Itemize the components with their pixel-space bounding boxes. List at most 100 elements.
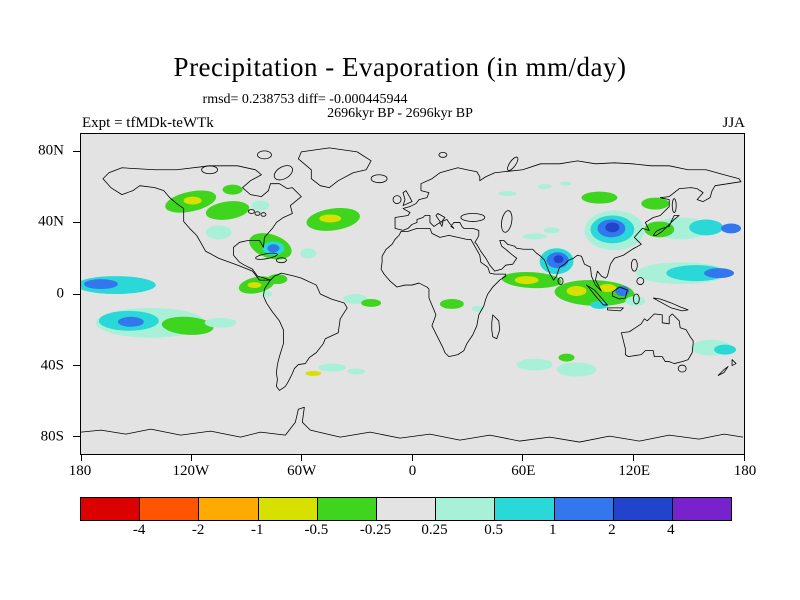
anomaly-patch [300,248,317,259]
caspian-sea [501,210,513,233]
anomaly-patches [81,181,742,377]
colorbar [80,497,732,521]
colorbar-level-label: 0.5 [484,522,503,538]
coastline-luzon [630,258,638,272]
y-tick-label: 0 [56,285,65,302]
x-tick-label: 180 [68,463,92,479]
anomaly-patch [522,233,547,240]
coastline-africa [380,228,507,358]
colorbar-segment [139,498,199,520]
coastline-mindanao [636,277,645,285]
y-tick-label: 80N [38,142,64,159]
anomaly-patch [590,300,609,309]
colorbar-level-label: 4 [667,522,675,538]
colorbar-segment [494,498,554,520]
y-tick-label: 40N [38,213,64,230]
anomaly-patch [714,344,737,355]
coastline-south-america [263,272,348,391]
comparison-line: 2696kyr BP - 2696kyr BP [327,106,473,121]
anomaly-patch [498,191,517,197]
colorbar-level-label: -1 [251,522,264,538]
coastline-baffin [273,165,293,181]
meta-row: Expt = tfMDk-teWTk JJA [82,115,745,132]
anomaly-patch [262,291,273,297]
experiment-label: Expt = tfMDk-teWTk [82,115,214,131]
anomaly-patch [439,298,464,309]
anomaly-patch [516,358,553,371]
anomaly-patch [183,196,202,205]
y-axis: 80N 40N 0 40S 80S [0,133,76,455]
anomaly-patch [117,316,144,327]
colorbar-level-label: -0.25 [359,522,392,538]
coastline-australia [620,313,694,364]
y-tick-mark [73,222,80,224]
colorbar-level-label: 0.25 [421,522,448,538]
lake-superior [248,209,255,214]
coastline-eurasia [394,160,742,292]
anomaly-patch [556,362,597,377]
anomaly-patch [615,286,630,296]
coastline-antarctica [81,406,744,443]
coastline-greenland [297,147,372,189]
coastline-japan [652,215,680,236]
anomaly-patch [161,316,214,335]
colorbar-level-label: -2 [191,522,205,538]
anomaly-patch [704,268,735,279]
colorbar-segment [375,498,436,520]
y-tick-label: 80S [40,428,64,445]
anomaly-patch [598,284,617,293]
y-tick-mark [73,293,80,295]
season-label: JJA [722,115,745,131]
x-tick-label: 120W [172,463,210,479]
anomaly-patch [721,223,742,234]
coastline-iceland [370,174,388,184]
coastline-novaya-zemlya [507,156,519,171]
coastline-hispaniola [276,257,287,264]
x-tick-mark [412,455,413,461]
anomaly-patch [347,368,366,375]
coastline-sumatra [586,284,608,306]
colorbar-segment [257,498,317,520]
x-tick-mark [301,455,303,461]
colorbar-labels: -4 -2 -1 -0.5 -0.25 0.25 0.5 1 2 4 [80,522,730,542]
anomaly-patch [251,200,270,211]
anomaly-patch [625,295,646,306]
y-tick-mark [73,151,80,153]
plot-title: Precipitation - Evaporation (in mm/day) [173,52,627,82]
anomaly-patch [689,219,724,236]
coastline-sulawesi [632,293,640,305]
lake-huron [254,211,261,216]
x-tick-mark [522,455,524,461]
coastline-sri-lanka [557,277,564,285]
x-tick-label: 0 [408,463,417,479]
anomaly-patch [343,294,368,304]
anomaly-patch [641,197,670,210]
anomaly-patch [305,371,322,376]
coastline-new-zealand-north [731,359,737,366]
stats-line: rmsd= 0.238753 diff= -0.000445944 [202,92,408,107]
x-tick-mark [633,455,634,461]
coastline-new-zealand-south [717,366,729,376]
anomaly-patch [581,191,618,204]
x-tick-label: 180 [733,463,757,479]
coastline-ellesmere [257,150,272,160]
anomaly-patch [204,317,237,328]
anomaly-patch [543,227,560,234]
anomaly-patch [318,363,347,372]
colorbar-segment [435,498,495,520]
anomaly-patch [205,201,250,220]
x-tick-label: 60W [287,463,317,479]
coastline-madagascar [491,314,501,340]
colorbar-segment [81,498,140,520]
coastline-north-america [102,165,302,281]
coastline-tasmania [677,364,687,373]
colorbar-segment [671,498,732,520]
coastline-ireland [392,195,402,204]
lake-ontario [260,212,267,217]
ocean-background [81,134,744,454]
coastlines [81,147,744,443]
anomaly-patch [558,353,575,362]
map-frame [73,133,745,461]
anomaly-patch [205,225,232,240]
